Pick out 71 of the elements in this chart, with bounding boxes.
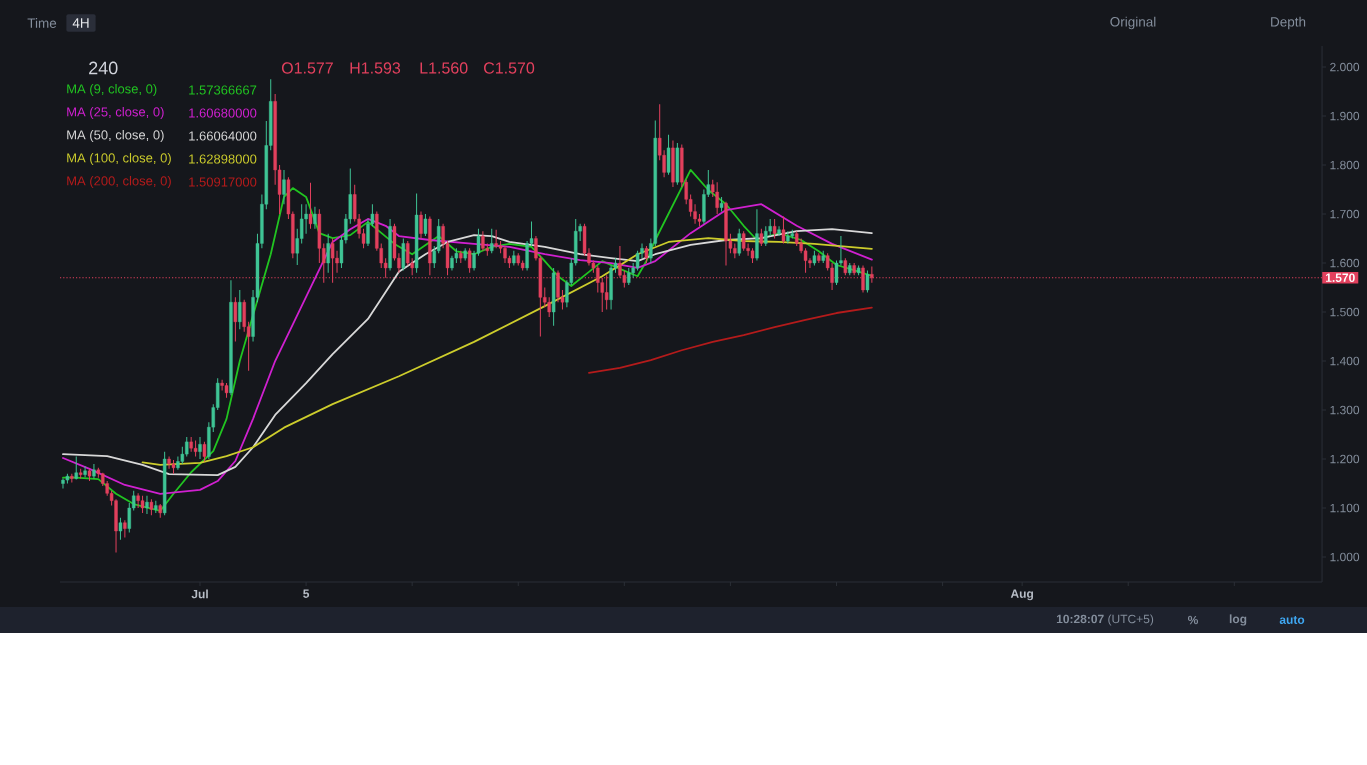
candlestick [423,213,428,237]
annotation: C1.570 [484,62,535,74]
candlestick [764,225,768,247]
candlestick [308,182,313,230]
y-tick-label: 1.200 [1330,454,1360,464]
x-tick-label: 5 [303,589,310,598]
candlestick [547,296,551,318]
annotation: 1.57366667 [189,85,257,95]
annotation: 1.60680000 [189,108,257,118]
candlestick [198,436,202,460]
y-tick-label: 1.900 [1330,111,1360,121]
text: 240 [89,61,118,75]
candlestick [92,463,96,480]
candlestick [777,225,781,237]
candlestick [865,269,870,293]
y-tick-label: 1.600 [1330,258,1360,268]
y-tick-label: 1.400 [1330,356,1360,366]
candlestick [772,218,777,240]
candlestick [737,228,741,257]
y-tick-label: 1.000 [1330,552,1360,562]
text: MA (200, close, 0) [67,175,171,189]
text: Time [27,18,57,28]
candlestick [83,465,87,478]
candlestick [467,247,472,274]
text: MA (50, close, 0) [67,129,164,143]
annotation: H1.593 [350,62,401,74]
text: Original [1110,16,1156,30]
y-tick-label: 1.800 [1330,160,1360,170]
y-tick-label: 1.500 [1330,307,1360,317]
annotation: 1.50917000 [189,177,257,187]
candlestick [145,495,149,515]
candlestick [330,238,335,284]
y-tick-label: 2.000 [1330,62,1360,72]
candlestick [406,240,410,266]
candlestick [481,230,485,252]
candlestick [313,206,317,230]
text: % [1187,615,1199,625]
candlestick [304,203,308,235]
candlestick [715,181,719,215]
candlestick [781,215,786,244]
annotation: 1.66064000 [189,131,257,141]
text: MA (9, close, 0) [67,83,157,97]
annotation: L1.560 [420,62,468,74]
candlestick [233,296,238,342]
candlestick [202,441,207,462]
y-tick-label: 1.700 [1330,209,1360,219]
annotation: O1.577 [281,62,333,74]
candlestick [74,456,78,481]
candlestick [118,517,123,541]
text: MA (100, close, 0) [67,152,171,166]
candlestick [282,169,286,205]
candlestick [490,228,494,254]
annotation: 1.62898000 [189,154,257,164]
candlestick [123,519,127,538]
x-tick-label: Jul [191,589,208,599]
text: MA (25, close, 0) [67,106,164,120]
text: 10:28:07 (UTC+5) [1056,614,1154,626]
ref-line-label: 1.570 [1325,273,1355,282]
y-tick-label: 1.300 [1330,405,1360,415]
candlestick [419,211,423,240]
text: log [1229,614,1247,626]
y-tick-label: 1.100 [1330,503,1360,513]
candlestick [326,233,330,274]
candlestick [238,289,242,330]
candlestick [176,456,180,471]
text: 4H [72,18,89,28]
text: Depth [1271,16,1306,30]
candlestick [870,265,874,284]
x-tick-label: Aug [1010,589,1033,601]
candlestick [741,230,746,252]
text: auto [1279,616,1305,624]
